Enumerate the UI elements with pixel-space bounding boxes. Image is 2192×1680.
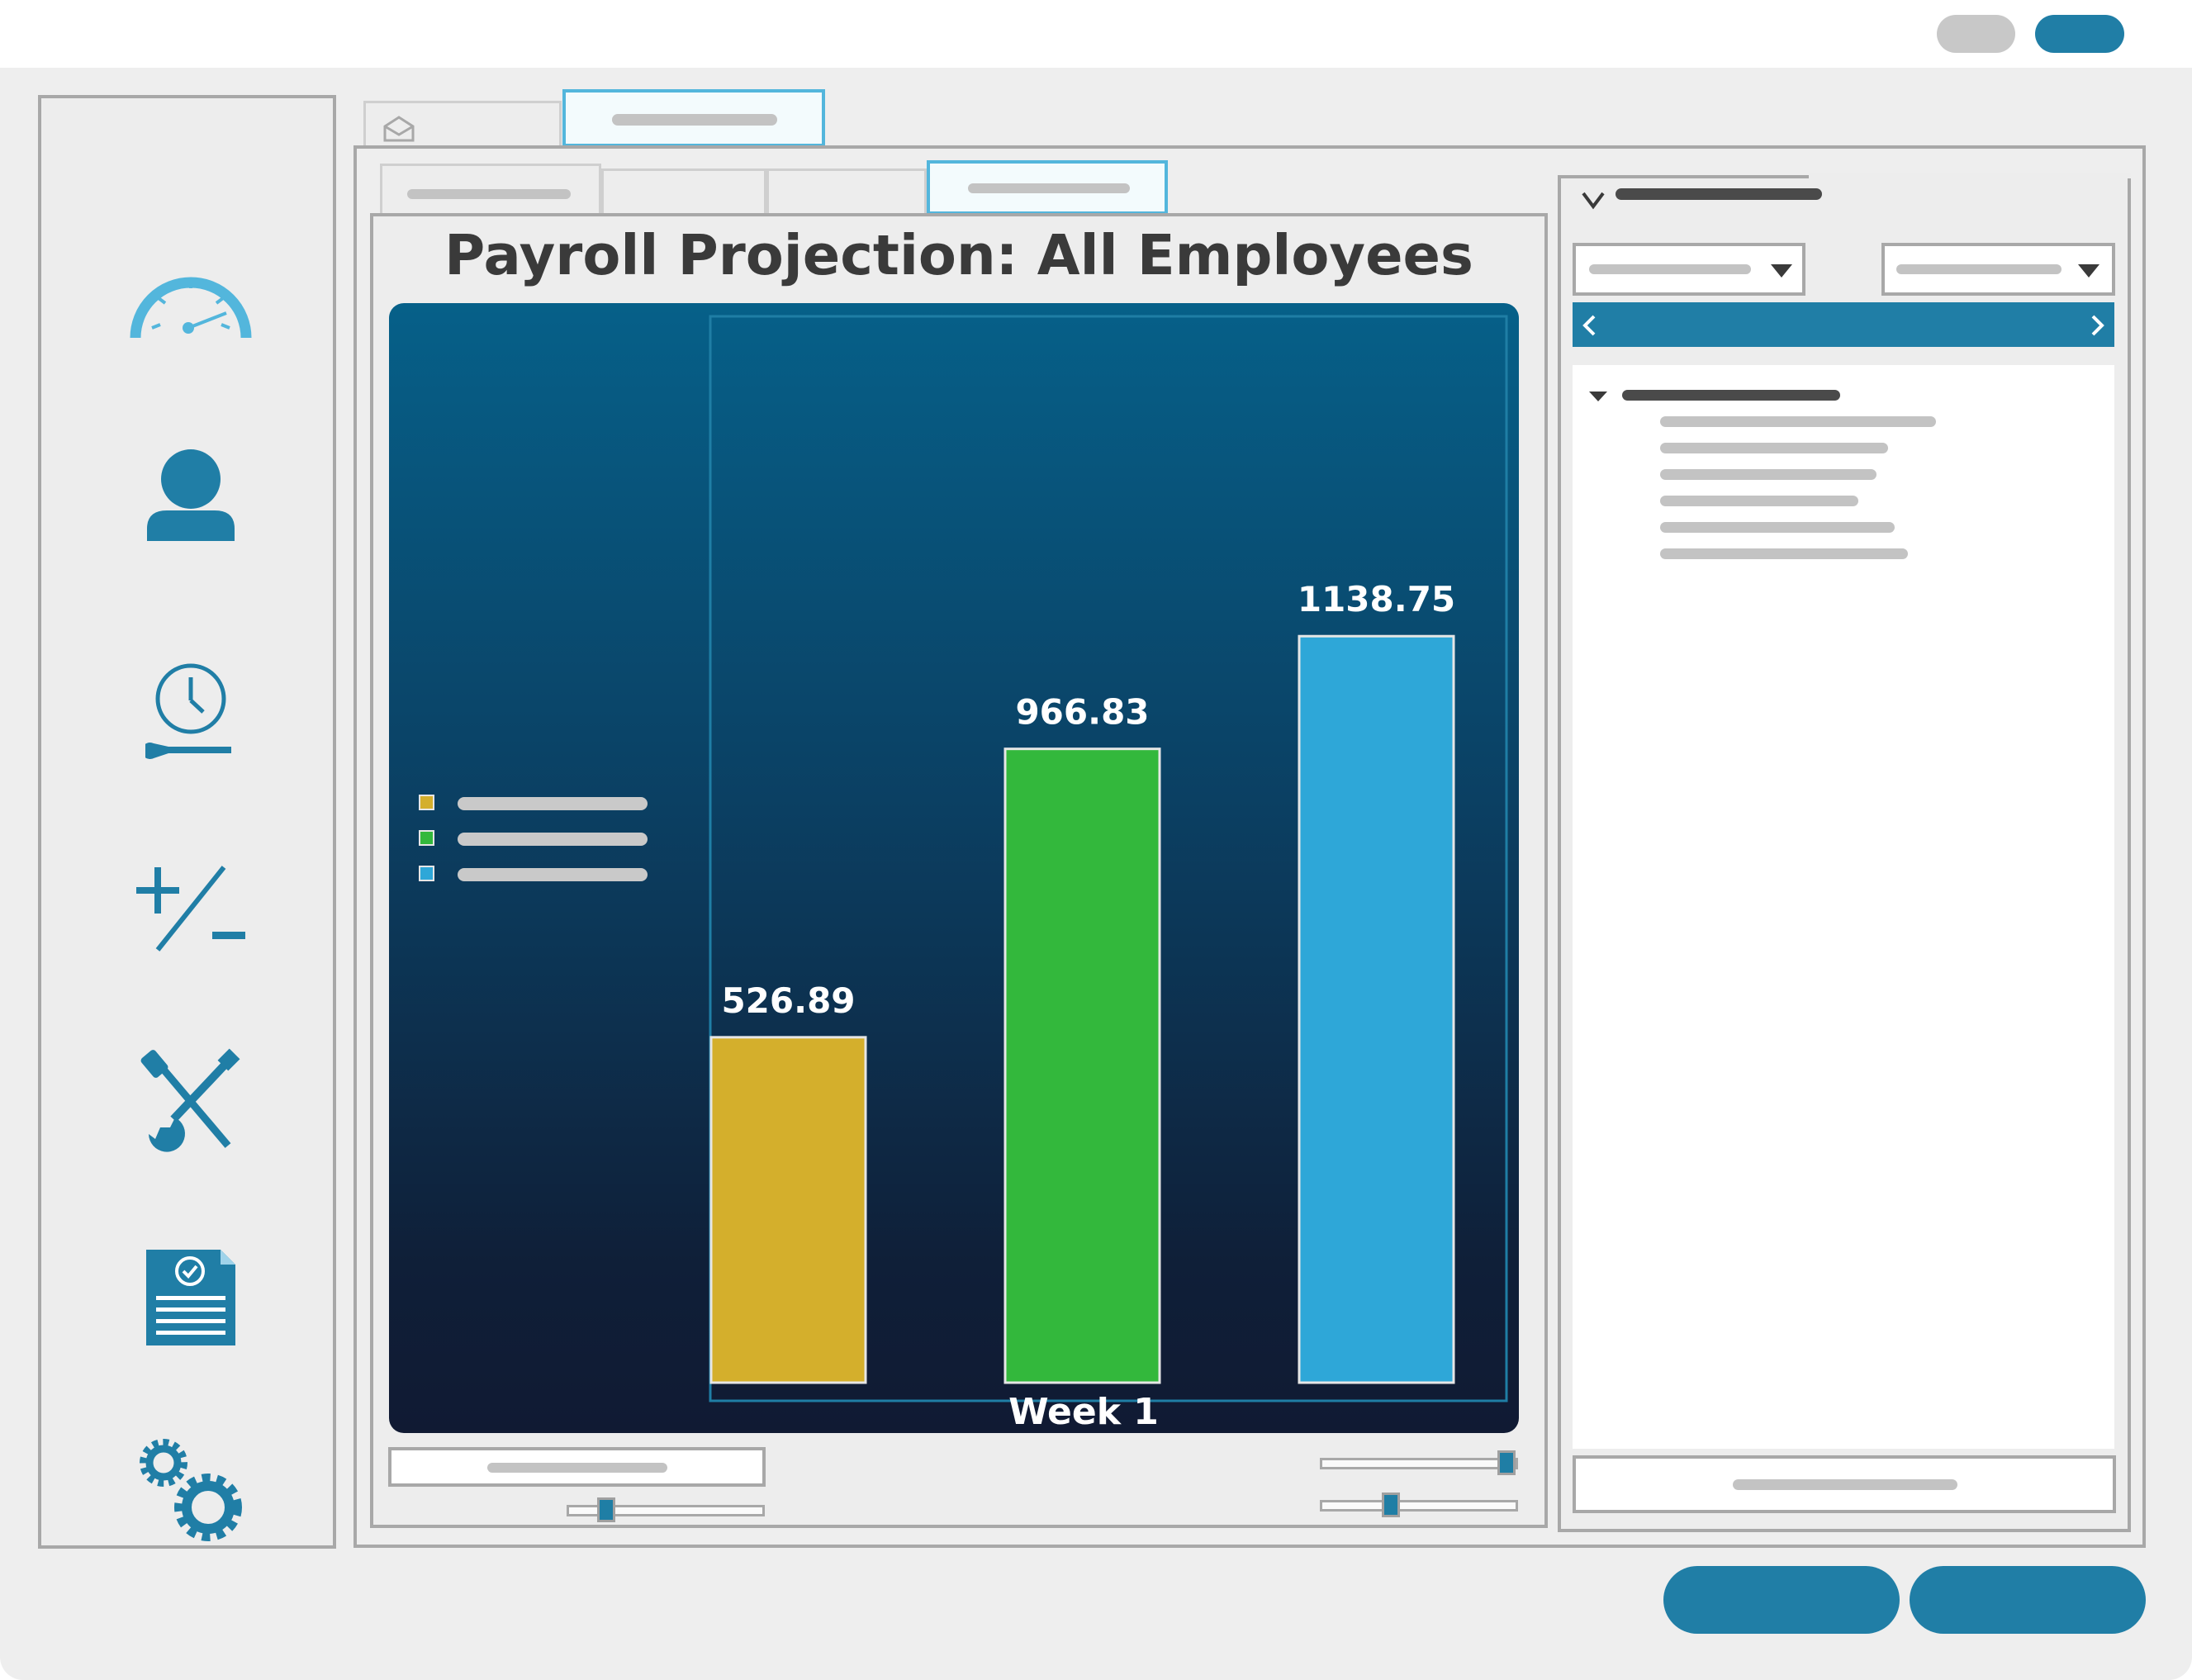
bar-series-2[interactable]: [1003, 747, 1161, 1384]
minimize-button[interactable]: [1937, 15, 2015, 53]
tree-child-node[interactable]: [1660, 548, 1908, 559]
expand-caret-icon[interactable]: [1589, 392, 1607, 401]
pager-bar: [1573, 302, 2114, 347]
main-frame: [353, 145, 2146, 1548]
bar-series-1[interactable]: [709, 1036, 867, 1384]
bar-value-label: 526.89: [721, 980, 855, 1021]
legend-entry-placeholder: [458, 868, 648, 881]
tree-child-node[interactable]: [1660, 496, 1858, 506]
primary-action-button[interactable]: [1663, 1566, 1900, 1634]
tab-home[interactable]: [363, 101, 562, 147]
plot-area-frame: [709, 315, 1508, 1402]
tree-root-node[interactable]: [1622, 390, 1840, 401]
sidebar-item-employees[interactable]: [41, 433, 339, 557]
plus-minus-icon: [135, 866, 245, 952]
speedometer-icon: [130, 277, 251, 339]
filter-dropdown-right[interactable]: [1881, 243, 2115, 296]
legend-swatch: [419, 795, 434, 810]
sidebar-item-documents[interactable]: [41, 1236, 339, 1360]
sidebar-item-settings[interactable]: [41, 1428, 339, 1552]
bar-value-label: 1138.75: [1298, 579, 1455, 619]
filter-dropdown-left[interactable]: [1573, 243, 1805, 296]
legend-entry-placeholder: [458, 797, 648, 810]
sidebar-item-adjustments[interactable]: [41, 846, 339, 970]
collapse-chevron-icon[interactable]: [1581, 190, 1606, 210]
tree-child-node[interactable]: [1660, 522, 1895, 533]
slider-right-top[interactable]: [1320, 1450, 1518, 1475]
slider-right-bottom[interactable]: [1320, 1493, 1518, 1517]
sidebar: [38, 95, 336, 1549]
chevron-down-icon: [2078, 264, 2099, 278]
chevron-down-icon: [1771, 264, 1792, 278]
tab-active-outer[interactable]: [562, 89, 825, 147]
user-icon: [146, 448, 235, 541]
chart-title: Payroll Projection: All Employees: [444, 223, 1473, 287]
bar-chart: 526.89 966.83 1138.75 Week 1: [419, 315, 1508, 1433]
legend-entry-placeholder: [458, 833, 648, 846]
maximize-button[interactable]: [2035, 15, 2124, 53]
slider-right-bottom-thumb[interactable]: [1382, 1493, 1400, 1517]
legend-swatch: [419, 866, 434, 881]
chevron-right-icon[interactable]: [2088, 314, 2106, 337]
tree-child-node[interactable]: [1660, 443, 1888, 453]
tab-inner-2[interactable]: [601, 168, 766, 213]
tools-icon: [140, 1048, 240, 1152]
legend: [419, 795, 648, 881]
certificate-document-icon: [145, 1250, 235, 1345]
bars-group: 526.89 966.83 1138.75: [709, 579, 1455, 1384]
tab-inner-3[interactable]: [766, 168, 927, 213]
sidebar-item-dashboard[interactable]: [41, 239, 339, 363]
bar-value-label: 966.83: [1015, 692, 1149, 733]
chevron-left-icon[interactable]: [1581, 314, 1599, 337]
sidebar-item-tools[interactable]: [41, 1040, 339, 1164]
slider-right-top-thumb[interactable]: [1497, 1450, 1516, 1475]
tab-inner-active[interactable]: [927, 160, 1168, 215]
legend-swatch: [419, 830, 434, 846]
clock-wrench-icon: [145, 663, 231, 759]
tree-child-node[interactable]: [1660, 416, 1936, 427]
right-panel-action-field[interactable]: [1573, 1455, 2116, 1513]
slider-left[interactable]: [567, 1497, 765, 1522]
chart-option-field[interactable]: [388, 1447, 766, 1487]
envelope-icon: [383, 116, 415, 142]
secondary-action-button[interactable]: [1910, 1566, 2146, 1634]
gears-icon: [139, 1439, 242, 1541]
panel-header-label: [1616, 188, 1822, 200]
slider-left-thumb[interactable]: [597, 1497, 615, 1522]
bar-series-3[interactable]: [1298, 634, 1455, 1384]
tree-view: [1573, 365, 2114, 1449]
x-axis-category-label: Week 1: [1008, 1391, 1159, 1433]
tab-inner-1[interactable]: [380, 164, 601, 213]
tree-child-node[interactable]: [1660, 469, 1876, 480]
sidebar-item-time[interactable]: [41, 650, 339, 774]
